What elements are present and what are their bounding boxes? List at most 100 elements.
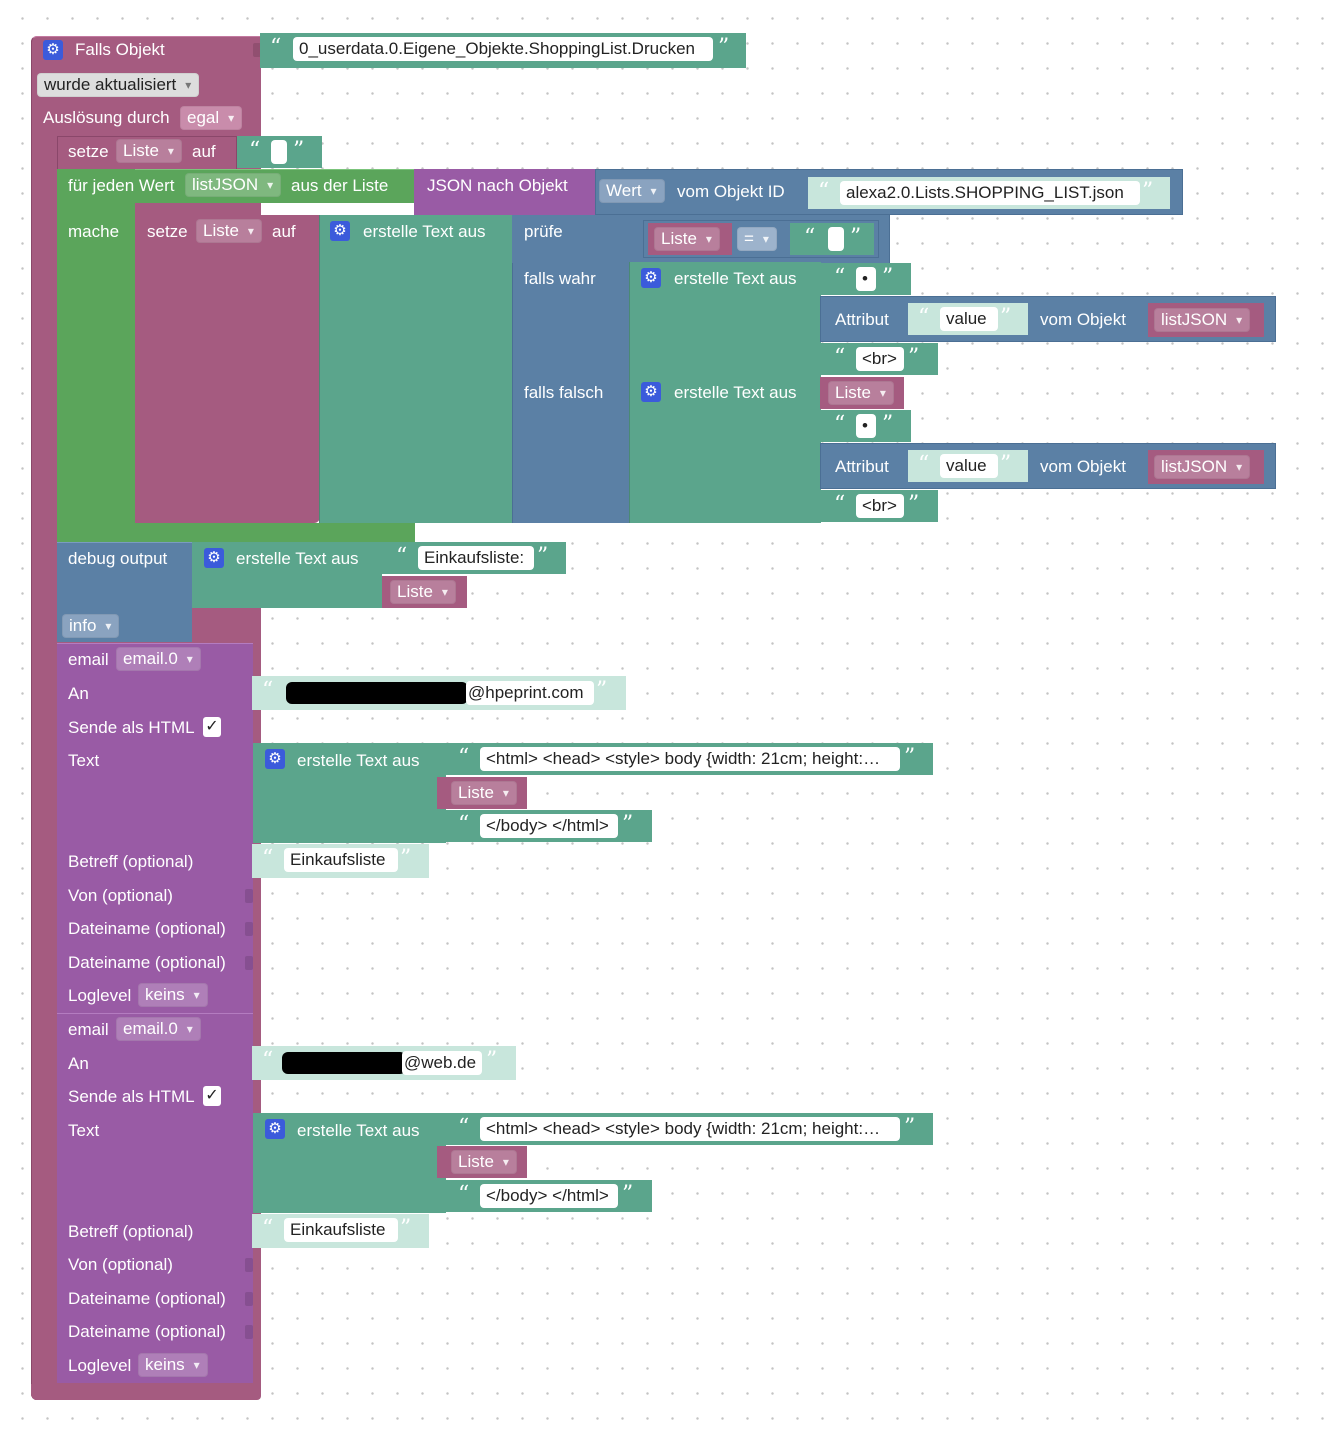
html-head-string[interactable]: “ <html> <head> <style> body {width: 21c… (446, 743, 933, 775)
list-var-dropdown[interactable]: Liste (828, 381, 894, 405)
open-quote-icon: “ (458, 745, 470, 770)
open-quote-icon: “ (804, 225, 816, 250)
state-id-field[interactable]: alexa2.0.Lists.SHOPPING_LIST.json (840, 181, 1140, 205)
gear-icon[interactable]: ⚙ (641, 382, 661, 402)
from-list-label: aus der Liste (291, 176, 389, 195)
list-var-dropdown[interactable]: Liste (654, 227, 720, 251)
br-string[interactable]: “ <br> ” (820, 490, 938, 522)
debug-prefix-string[interactable]: “ Einkaufsliste: ” (382, 542, 566, 574)
loglevel-dropdown[interactable]: keins (138, 1353, 208, 1377)
empty-string[interactable]: “ ” (237, 136, 322, 168)
bullet-string[interactable]: “ • ” (820, 410, 911, 442)
loglevel-dropdown[interactable]: keins (138, 983, 208, 1007)
compare-op-dropdown[interactable]: = (737, 227, 777, 251)
input-socket (245, 1258, 253, 1272)
html-tail-field[interactable]: </body> </html> (480, 1184, 618, 1208)
html-head-field[interactable]: <html> <head> <style> body {width: 21cm;… (480, 1117, 900, 1141)
value-field[interactable]: value (940, 454, 998, 478)
value-string[interactable]: “ value ” (908, 303, 1028, 335)
list-var-dropdown[interactable]: Liste (116, 139, 182, 163)
gear-icon[interactable]: ⚙ (641, 268, 661, 288)
recipient-string-1[interactable]: “ @hpeprint.com ” (252, 676, 626, 710)
html-tail-field[interactable]: </body> </html> (480, 814, 618, 838)
html-tail-string[interactable]: “ </body> </html> ” (446, 1180, 652, 1212)
auf-label: auf (192, 142, 216, 161)
gear-icon[interactable]: ⚙ (265, 749, 285, 769)
create-text-true-block[interactable] (629, 262, 821, 376)
bullet-string[interactable]: “ • ” (820, 263, 911, 295)
json-to-object-block[interactable] (414, 169, 596, 215)
subject-field[interactable]: Einkaufsliste (284, 1218, 398, 1242)
email-block-2[interactable] (57, 1013, 253, 1383)
close-quote-icon: ” (622, 1182, 634, 1207)
loglevel-label: Loglevel (68, 986, 132, 1005)
bullet-field[interactable]: • (856, 267, 876, 291)
listjson-dropdown[interactable]: listJSON (1154, 308, 1251, 332)
email-block-1[interactable] (57, 643, 253, 1013)
recipient-string-2[interactable]: “ @web.de ” (252, 1046, 516, 1080)
value-field[interactable]: value (940, 307, 998, 331)
close-quote-icon: ” (1000, 305, 1012, 330)
condition-dropdown[interactable]: wurde aktualisiert (37, 73, 200, 97)
email-instance-dropdown[interactable]: email.0 (116, 647, 201, 671)
br-field[interactable]: <br> (856, 347, 904, 371)
empty-string[interactable]: “ ” (790, 223, 874, 255)
email-instance-dropdown[interactable]: email.0 (116, 1017, 201, 1041)
inner-set-list-block[interactable] (135, 215, 320, 523)
input-socket (253, 43, 261, 57)
redacted-address (286, 682, 468, 704)
listjson-dropdown[interactable]: listJSON (1154, 455, 1251, 479)
html-tail-string[interactable]: “ </body> </html> ” (446, 810, 652, 842)
ternary-block[interactable] (512, 215, 630, 523)
an-label: An (68, 1054, 89, 1073)
text-label: Text (68, 1121, 100, 1140)
state-id-string[interactable]: “ alexa2.0.Lists.SHOPPING_LIST.json ” (808, 177, 1170, 209)
value-type-dropdown[interactable]: Wert (599, 179, 665, 203)
br-string[interactable]: “ <br> ” (820, 343, 938, 375)
gear-icon[interactable]: ⚙ (204, 548, 224, 568)
subject-string-1[interactable]: “ Einkaufsliste ” (252, 844, 429, 878)
object-id-label: vom Objekt ID (677, 182, 785, 201)
open-quote-icon: “ (834, 412, 846, 437)
object-id-string[interactable]: “ 0_userdata.0.Eigene_Objekte.ShoppingLi… (260, 33, 746, 68)
html-head-field[interactable]: <html> <head> <style> body {width: 21cm;… (480, 747, 900, 771)
subject-field[interactable]: Einkaufsliste (284, 848, 398, 872)
send-html-checkbox[interactable]: ✓ (203, 1086, 221, 1106)
object-id-field[interactable]: 0_userdata.0.Eigene_Objekte.ShoppingList… (293, 37, 713, 61)
recipient-suffix-field[interactable]: @web.de (402, 1051, 482, 1075)
br-field[interactable]: <br> (856, 494, 904, 518)
empty-string-field[interactable] (271, 140, 287, 164)
create-text-block[interactable] (253, 1113, 446, 1213)
create-text-false-block[interactable] (629, 376, 821, 523)
gear-icon[interactable]: ⚙ (43, 40, 63, 60)
recipient-suffix-field[interactable]: @hpeprint.com (466, 681, 594, 705)
list-var-dropdown[interactable]: Liste (451, 781, 517, 805)
send-html-checkbox[interactable]: ✓ (203, 717, 221, 737)
close-quote-icon: ” (904, 745, 916, 770)
debug-level-dropdown[interactable]: info (62, 614, 120, 638)
list-var-dropdown[interactable]: Liste (451, 1150, 517, 1174)
subject-string-2[interactable]: “ Einkaufsliste ” (252, 1214, 429, 1248)
gear-icon[interactable]: ⚙ (265, 1119, 285, 1139)
gear-icon[interactable]: ⚙ (330, 221, 350, 241)
open-quote-icon: “ (458, 812, 470, 837)
value-string[interactable]: “ value ” (908, 450, 1028, 482)
empty-string-field[interactable] (828, 227, 844, 251)
open-quote-icon: “ (834, 265, 846, 290)
pruefe-label: prüfe (524, 222, 563, 241)
create-text-block[interactable] (319, 215, 513, 523)
event-block-bottom (31, 1384, 261, 1400)
list-var-dropdown[interactable]: Liste (390, 580, 456, 604)
debug-prefix-field[interactable]: Einkaufsliste: (418, 546, 534, 570)
loop-var-dropdown[interactable]: listJSON (185, 173, 282, 197)
html-head-string[interactable]: “ <html> <head> <style> body {width: 21c… (446, 1113, 933, 1145)
bullet-field[interactable]: • (856, 414, 876, 438)
list-var-dropdown[interactable]: Liste (196, 219, 262, 243)
email-label: email (68, 1020, 109, 1039)
close-quote-icon: ” (908, 345, 920, 370)
von-label: Von (optional) (68, 1255, 173, 1274)
trigger-title: Falls Objekt (75, 40, 165, 59)
create-text-block[interactable] (253, 743, 446, 843)
open-quote-icon: “ (458, 1115, 470, 1140)
trigger-by-dropdown[interactable]: egal (180, 106, 243, 130)
